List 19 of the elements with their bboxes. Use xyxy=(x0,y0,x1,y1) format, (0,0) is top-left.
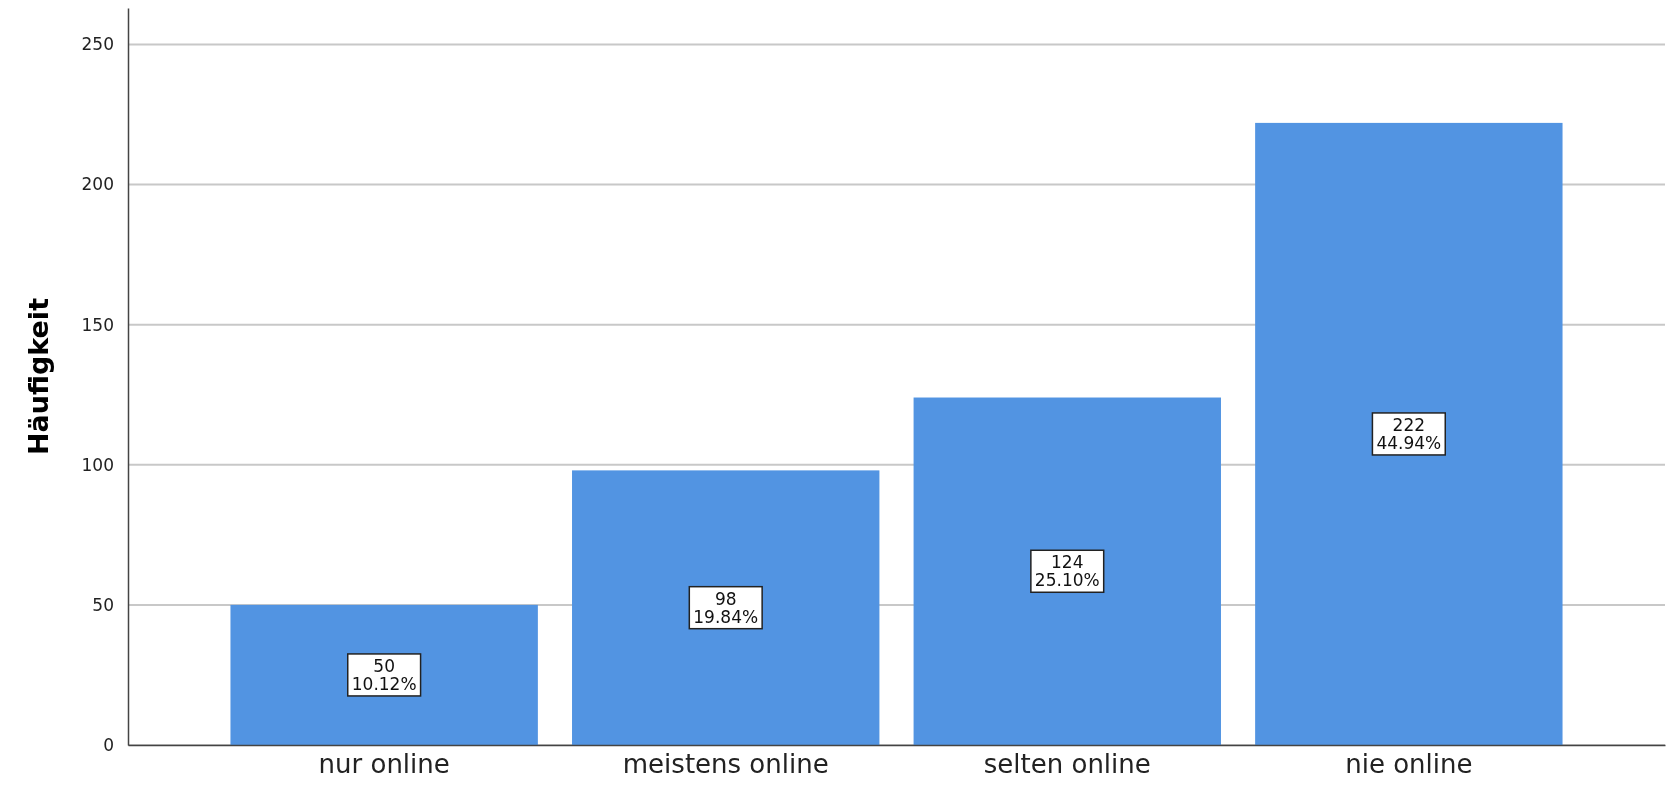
bar xyxy=(572,470,880,745)
y-tick-label: 100 xyxy=(81,454,114,475)
x-tick-label: nie online xyxy=(1345,749,1473,780)
x-tick-label: selten online xyxy=(983,749,1151,780)
y-tick-label: 0 xyxy=(103,734,114,755)
y-tick-label: 50 xyxy=(92,594,114,615)
y-tick-label: 250 xyxy=(81,34,114,55)
y-tick-label: 200 xyxy=(81,174,114,195)
y-axis-title: Häufigkeit xyxy=(23,297,54,456)
bar xyxy=(913,397,1221,745)
x-tick-label: nur online xyxy=(318,749,450,780)
data-label: 98 19.84% xyxy=(693,588,759,627)
data-label: 222 44.94% xyxy=(1376,414,1442,453)
data-label: 124 25.10% xyxy=(1034,552,1100,591)
x-tick-label: meistens online xyxy=(622,749,829,780)
y-tick-label: 150 xyxy=(81,314,114,335)
data-label: 50 10.12% xyxy=(351,655,417,694)
bar xyxy=(1255,122,1563,745)
bar xyxy=(230,604,538,745)
